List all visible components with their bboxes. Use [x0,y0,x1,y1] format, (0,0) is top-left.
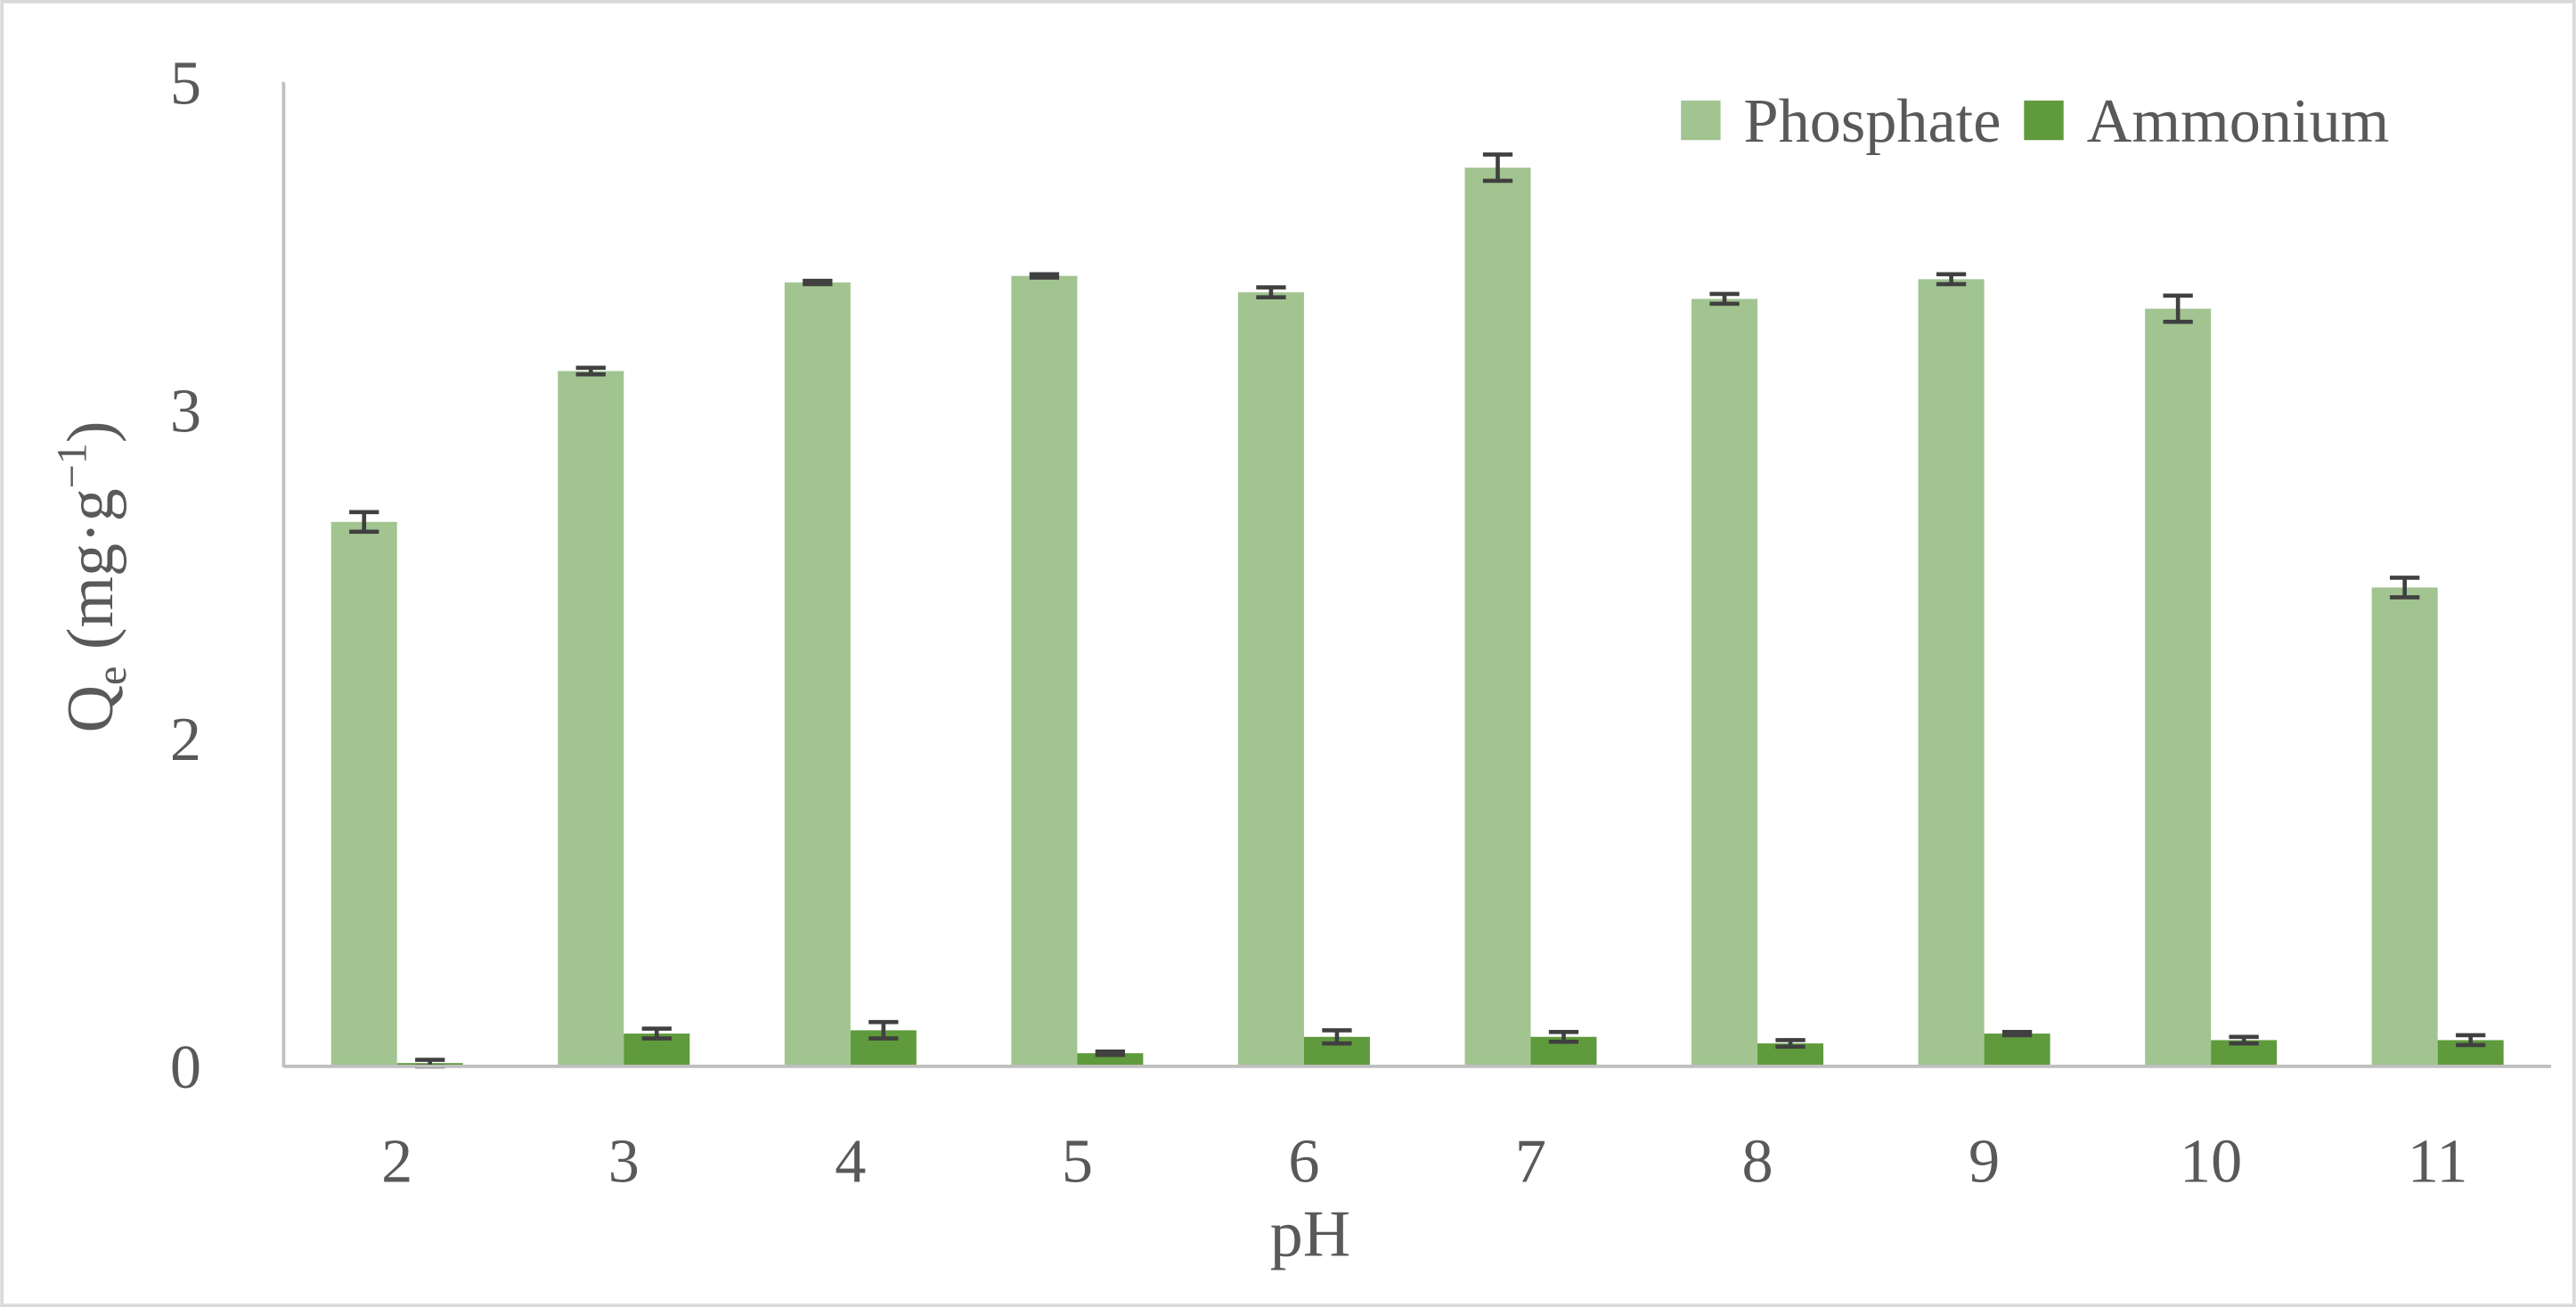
y-tick-label: 5 [170,49,201,118]
bar [1237,292,1304,1066]
x-tick-label: 2 [381,1126,412,1196]
x-tick-label: 8 [1741,1126,1773,1196]
bar [1692,298,1758,1066]
y-label-part: (mg·g [54,488,127,666]
y-tick-label: 3 [170,377,201,446]
bar [1918,279,1985,1066]
legend-swatch [1681,100,1721,141]
bar [2145,308,2212,1066]
y-label-part: Q [54,685,127,732]
y-axis-label: Qe (mg·g−1) [48,421,135,733]
bar [1464,167,1531,1066]
bar [2371,587,2438,1066]
x-tick-label: 9 [1969,1126,2000,1196]
x-tick-label: 6 [1288,1126,1319,1196]
y-tick-label: 2 [170,705,201,774]
bar [1984,1033,2050,1066]
bar [1077,1053,1144,1066]
x-tick-label: 11 [2408,1126,2468,1196]
legend-label: Ammonium [2087,86,2390,156]
x-tick-label: 7 [1515,1126,1546,1196]
bar [784,282,851,1066]
legend-swatch [2024,100,2064,141]
bar [330,521,397,1066]
x-tick-label: 4 [835,1126,866,1196]
y-label-sub: e [88,666,135,685]
x-axis-label: pH [1270,1198,1350,1271]
y-label-sup: −1 [48,443,95,488]
x-tick-label: 10 [2180,1126,2242,1196]
x-tick-label: 5 [1062,1126,1093,1196]
y-tick-label: 0 [170,1033,201,1102]
legend-label: Phosphate [1744,86,2001,156]
y-label-part: ) [54,421,127,444]
bar [558,371,624,1066]
bar [1011,275,1078,1066]
x-tick-label: 3 [608,1126,640,1196]
